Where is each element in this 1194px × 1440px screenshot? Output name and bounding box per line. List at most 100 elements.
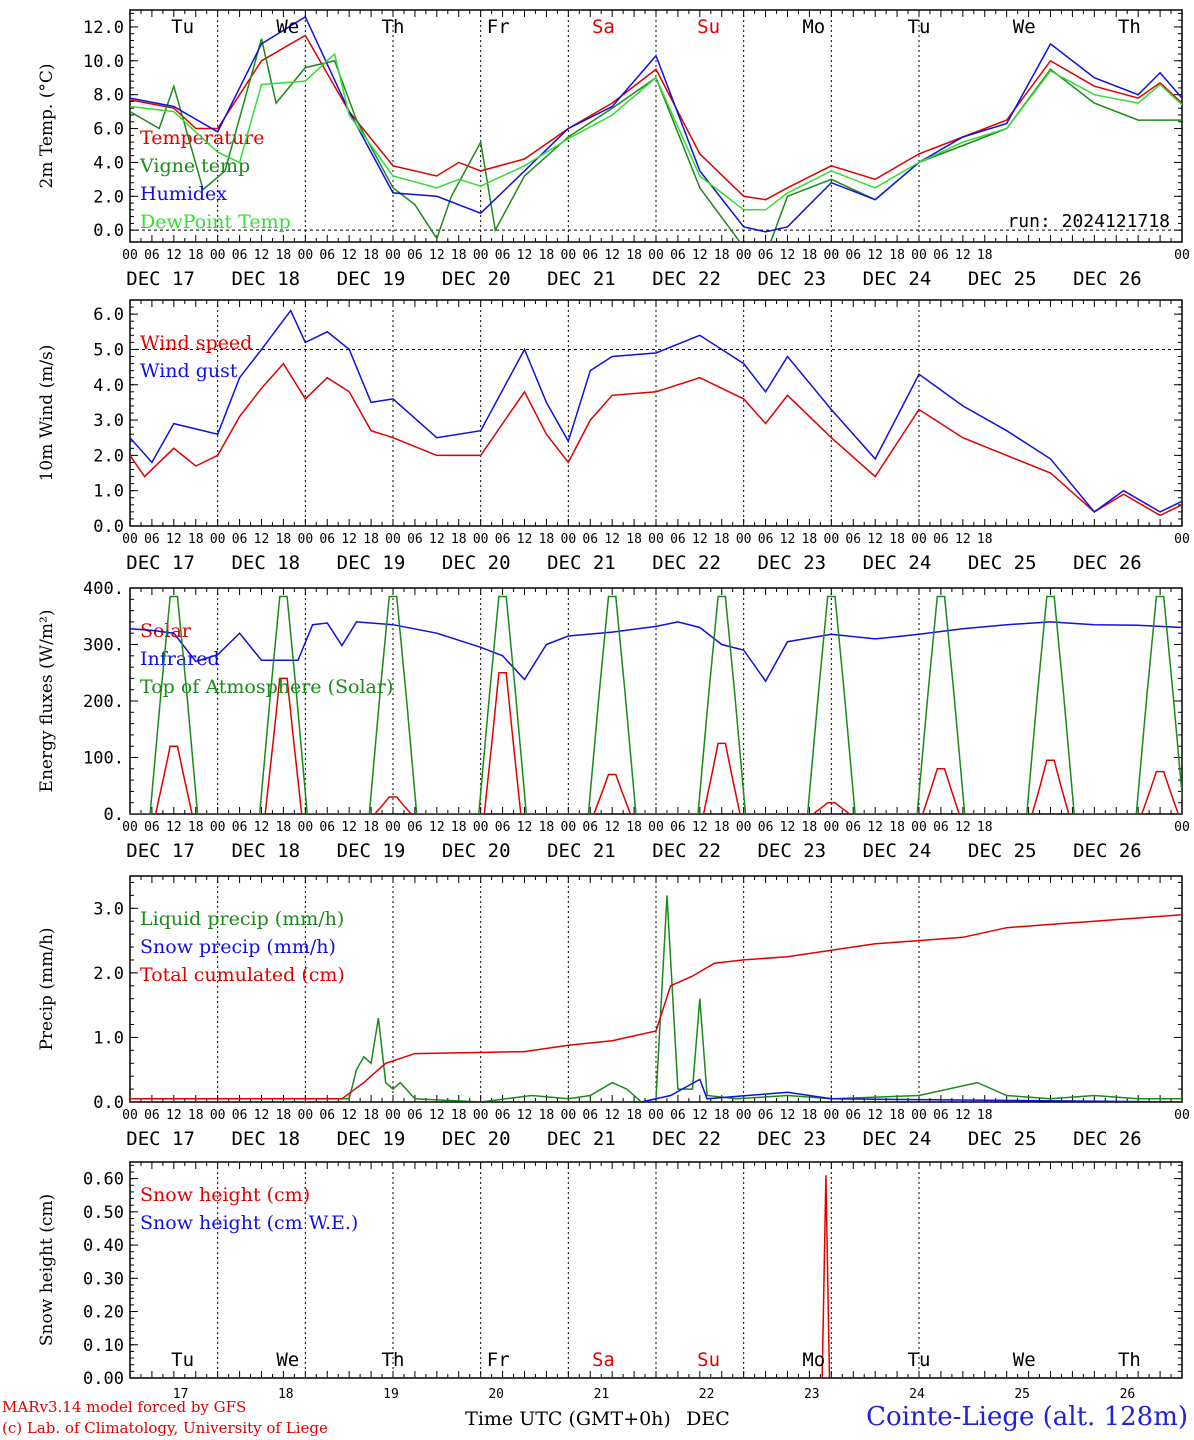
series-line-wind-gust xyxy=(130,309,1182,513)
date-label: DEC 22 xyxy=(652,552,721,574)
date-label: DEC 20 xyxy=(442,268,511,290)
legend-entry: Wind speed xyxy=(140,332,252,354)
hour-label: 12 xyxy=(604,248,620,263)
hour-label: 00 xyxy=(298,820,314,835)
hour-label: 12 xyxy=(429,820,445,835)
date-label: DEC 17 xyxy=(126,1128,195,1150)
hour-label: 00 xyxy=(298,532,314,547)
date-label: DEC 18 xyxy=(231,552,300,574)
y-tick-label: 3.0 xyxy=(93,899,124,919)
day-number: 25 xyxy=(1014,1387,1030,1402)
date-label: DEC 26 xyxy=(1073,268,1142,290)
series-line-humidex xyxy=(130,15,1182,233)
y-tick-label: 6.0 xyxy=(93,305,124,325)
hour-label: 00 xyxy=(1174,532,1190,547)
hour-label: 06 xyxy=(144,248,160,263)
legend-entry: Wind gust xyxy=(140,360,238,382)
series-line-dewpoint-temp xyxy=(130,52,1182,211)
day-number: 22 xyxy=(699,1387,715,1402)
y-axis-title: 2m Temp. (°C) xyxy=(37,63,57,188)
hour-label: 12 xyxy=(692,1108,708,1123)
month-label: DEC xyxy=(686,1408,730,1430)
hour-label: 18 xyxy=(802,532,818,547)
hour-label: 18 xyxy=(363,1108,379,1123)
hour-label: 00 xyxy=(736,820,752,835)
hour-label: 00 xyxy=(911,532,927,547)
hour-label: 06 xyxy=(933,1108,949,1123)
hour-label: 12 xyxy=(341,248,357,263)
date-label: DEC 22 xyxy=(652,268,721,290)
y-tick-label: 0.0 xyxy=(93,221,124,241)
weekday-label: Sa xyxy=(592,16,615,38)
hour-label: 12 xyxy=(254,1108,270,1123)
hour-label: 00 xyxy=(473,532,489,547)
hour-label: 06 xyxy=(495,248,511,263)
hour-label: 00 xyxy=(385,1108,401,1123)
hour-label: 06 xyxy=(407,820,423,835)
hour-label: 12 xyxy=(517,248,533,263)
legend-entry: Top of Atmosphere (Solar) xyxy=(140,676,393,698)
station-name: Cointe-Liege (alt. 128m) xyxy=(866,1402,1188,1432)
y-tick-label: 5.0 xyxy=(93,340,124,360)
hour-label: 00 xyxy=(298,248,314,263)
hour-label: 12 xyxy=(692,532,708,547)
hour-label: 00 xyxy=(210,248,226,263)
weekday-label: Fr xyxy=(487,16,510,38)
hour-label: 06 xyxy=(758,532,774,547)
y-tick-label: 0.30 xyxy=(83,1269,124,1289)
hour-label: 12 xyxy=(429,248,445,263)
hour-label: 00 xyxy=(648,532,664,547)
legend-entry: Snow precip (mm/h) xyxy=(140,936,336,958)
hour-label: 00 xyxy=(561,820,577,835)
hour-label: 18 xyxy=(626,820,642,835)
hour-label: 12 xyxy=(780,1108,796,1123)
weekday-label: Tu xyxy=(908,16,931,38)
hour-label: 12 xyxy=(604,532,620,547)
hour-label: 00 xyxy=(911,248,927,263)
hour-label: 18 xyxy=(276,248,292,263)
hour-label: 18 xyxy=(276,1108,292,1123)
hour-label: 06 xyxy=(582,820,598,835)
hour-label: 00 xyxy=(824,1108,840,1123)
hour-label: 12 xyxy=(517,1108,533,1123)
y-tick-label: 0.0 xyxy=(93,1093,124,1113)
weekday-label: Su xyxy=(697,1349,720,1371)
weekday-label: We xyxy=(276,16,299,38)
hour-label: 12 xyxy=(867,248,883,263)
y-tick-label: 4.0 xyxy=(93,376,124,396)
day-number: 21 xyxy=(594,1387,610,1402)
hour-label: 00 xyxy=(210,1108,226,1123)
date-label: DEC 21 xyxy=(547,268,616,290)
hour-label: 18 xyxy=(889,248,905,263)
hour-label: 06 xyxy=(582,248,598,263)
hour-label: 00 xyxy=(1174,248,1190,263)
hour-label: 18 xyxy=(802,820,818,835)
day-number: 24 xyxy=(909,1387,925,1402)
legend-entry: DewPoint Temp xyxy=(140,211,291,233)
hour-label: 12 xyxy=(254,820,270,835)
hour-label: 12 xyxy=(341,532,357,547)
date-label: DEC 24 xyxy=(863,552,932,574)
y-tick-label: 0.60 xyxy=(83,1170,124,1190)
day-number: 17 xyxy=(173,1387,189,1402)
lab-credit: (c) Lab. of Climatology, University of L… xyxy=(2,1419,328,1437)
date-label: DEC 25 xyxy=(968,1128,1037,1150)
weekday-label: Su xyxy=(697,16,720,38)
hour-label: 06 xyxy=(232,248,248,263)
hour-label: 00 xyxy=(911,1108,927,1123)
date-label: DEC 21 xyxy=(547,840,616,862)
hour-label: 00 xyxy=(122,248,138,263)
hour-label: 06 xyxy=(933,820,949,835)
hour-label: 12 xyxy=(604,1108,620,1123)
hour-label: 00 xyxy=(210,820,226,835)
y-axis-title: Snow height (cm) xyxy=(37,1194,57,1346)
date-label: DEC 19 xyxy=(337,840,406,862)
hour-label: 12 xyxy=(254,532,270,547)
date-label: DEC 20 xyxy=(442,1128,511,1150)
legend-entry: Infrared xyxy=(140,648,220,670)
hour-label: 00 xyxy=(561,248,577,263)
hour-label: 06 xyxy=(407,248,423,263)
hour-label: 06 xyxy=(933,532,949,547)
weekday-label: Mo xyxy=(802,1349,825,1371)
hour-label: 12 xyxy=(867,820,883,835)
